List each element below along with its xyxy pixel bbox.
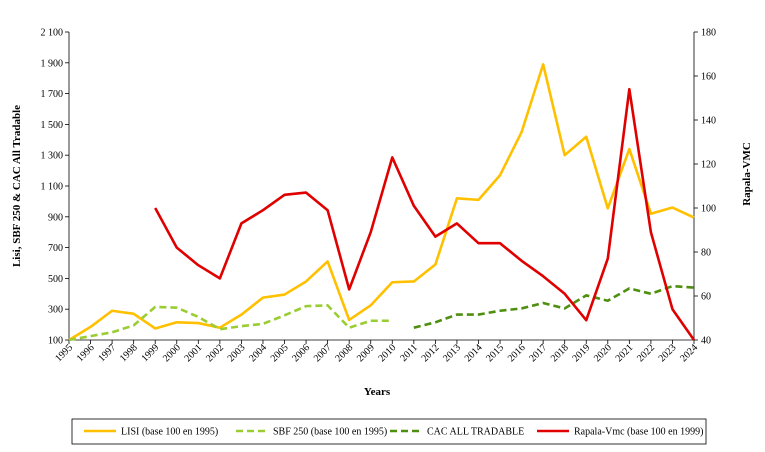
left-tick-label: 1 500 xyxy=(41,120,64,131)
right-axis-ticks: 40 60 80 100 120 140 160 180 xyxy=(694,28,716,347)
x-tick-label: 2019 xyxy=(570,342,592,364)
x-tick-label: 2007 xyxy=(312,342,334,364)
right-tick-label: 100 xyxy=(701,204,716,215)
x-tick-label: 2017 xyxy=(527,342,549,364)
x-tick-label: 2005 xyxy=(269,342,291,364)
left-tick-label: 900 xyxy=(48,212,63,223)
legend-label-3: CAC ALL TRADABLE xyxy=(427,427,524,438)
series-line-3 xyxy=(413,284,695,329)
x-tick-label: 2002 xyxy=(204,342,226,364)
x-tick-label: 2024 xyxy=(678,342,700,364)
right-tick-label: 60 xyxy=(701,292,711,303)
right-tick-label: 40 xyxy=(701,336,711,347)
x-tick-label: 2010 xyxy=(376,342,398,364)
x-tick-label: 2004 xyxy=(247,342,269,364)
x-tick-label: 2009 xyxy=(355,342,377,364)
x-tick-label: 1998 xyxy=(118,342,140,364)
legend-label-1: LISI (base 100 en 1995) xyxy=(121,427,218,438)
x-tick-label: 2013 xyxy=(441,342,463,364)
right-tick-label: 140 xyxy=(701,116,716,127)
right-tick-label: 160 xyxy=(701,72,716,83)
right-tick-label: 180 xyxy=(701,28,716,39)
x-tick-label: 2008 xyxy=(333,342,355,364)
left-tick-label: 2 100 xyxy=(41,28,64,39)
legend-label-2: SBF 250 (base 100 en 1995) xyxy=(273,427,387,438)
left-tick-label: 1 300 xyxy=(41,151,64,162)
x-tick-label: 1996 xyxy=(75,342,97,364)
series-line-2 xyxy=(68,304,393,342)
series-line-1 xyxy=(68,63,695,342)
x-tick-label: 2006 xyxy=(290,342,312,364)
legend-box xyxy=(71,418,707,445)
x-tick-label: 2001 xyxy=(183,342,205,364)
x-tick-label: 2021 xyxy=(614,342,636,364)
x-tick-label: 1999 xyxy=(139,342,161,364)
left-axis-ticks: 100 300 500 700 900 1 100 1 300 1 500 1 700 1 900… xyxy=(41,28,69,347)
right-axis-title: Rapala-VMC xyxy=(741,142,753,206)
left-tick-label: 500 xyxy=(48,274,63,285)
left-axis-title: Lisi, SBF 250 & CAC All Tradable xyxy=(11,105,23,267)
x-tick-label: 1997 xyxy=(96,342,118,364)
right-tick-label: 80 xyxy=(701,248,711,259)
x-axis-ticks: 1995 1996 1997 1998 1999 2000 2001 2002 2003 2004… xyxy=(53,340,700,364)
right-tick-label: 120 xyxy=(701,160,716,171)
x-tick-label: 2022 xyxy=(635,342,657,364)
left-tick-label: 1 100 xyxy=(41,182,64,193)
left-tick-label: 1 900 xyxy=(41,58,64,69)
left-tick-label: 700 xyxy=(48,243,63,254)
x-tick-label: 2016 xyxy=(506,342,528,364)
x-tick-label: 2014 xyxy=(463,342,485,364)
x-tick-label: 2012 xyxy=(420,342,442,364)
x-tick-label: 2003 xyxy=(226,342,248,364)
left-tick-label: 300 xyxy=(48,305,63,316)
x-tick-label: 2020 xyxy=(592,342,614,364)
left-tick-label: 100 xyxy=(48,336,63,347)
x-axis-title: Years xyxy=(364,386,391,398)
left-tick-label: 1 700 xyxy=(41,89,64,100)
x-tick-label: 2015 xyxy=(484,342,506,364)
series-lines xyxy=(68,63,696,342)
x-tick-label: 2018 xyxy=(549,342,571,364)
series-line-4 xyxy=(154,87,696,341)
x-tick-label: 2023 xyxy=(657,342,679,364)
legend: LISI (base 100 en 1995) SBF 250 (base 100… xyxy=(84,427,703,438)
x-tick-label: 2000 xyxy=(161,342,183,364)
legend-label-4: Rapala-Vmc (base 100 en 1999) xyxy=(574,427,703,438)
x-tick-label: 2011 xyxy=(398,342,420,364)
